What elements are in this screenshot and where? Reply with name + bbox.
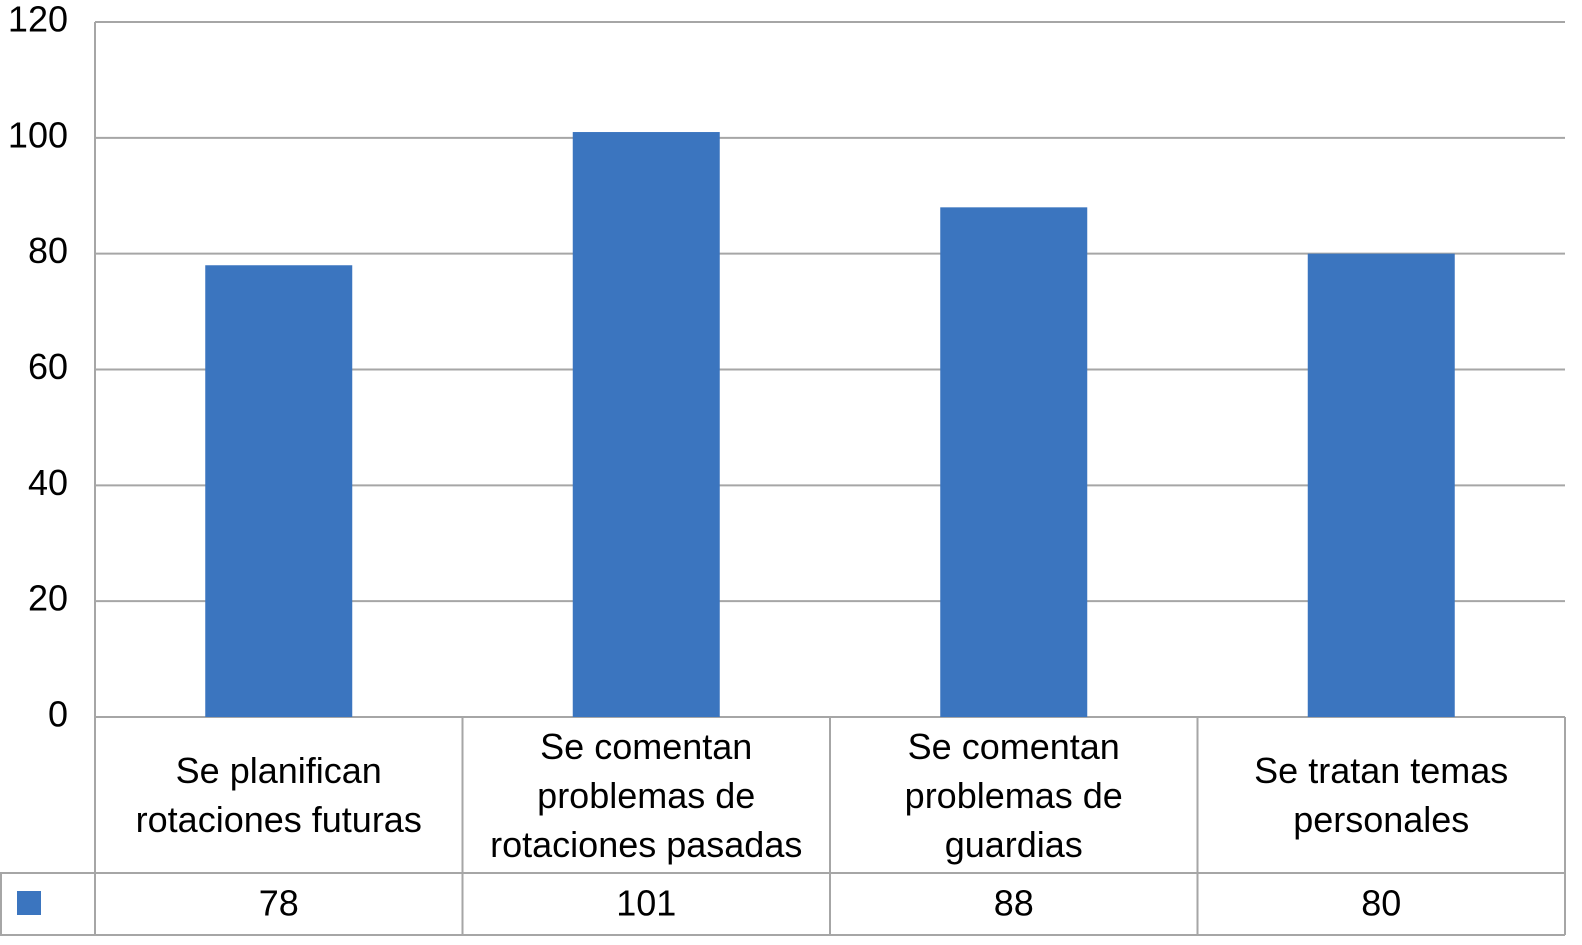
bar	[572, 132, 720, 717]
y-tick-label: 100	[8, 114, 68, 155]
bar	[940, 207, 1088, 718]
y-tick-label: 20	[28, 578, 68, 619]
y-tick-label: 80	[28, 230, 68, 271]
y-tick-label: 40	[28, 462, 68, 503]
x-tick-label: Se comentan problemas de guardias	[904, 725, 1123, 865]
table-value: 101	[616, 883, 676, 924]
y-tick-label: 120	[8, 0, 68, 40]
table-value: 78	[259, 883, 299, 924]
x-tick-label: Se planifican rotaciones futuras	[135, 750, 422, 840]
bar	[205, 265, 353, 717]
y-tick-label: 60	[28, 346, 68, 387]
bar	[1307, 253, 1455, 717]
y-tick-label: 0	[48, 694, 68, 735]
legend-key	[17, 891, 41, 915]
table-value: 88	[994, 883, 1034, 924]
table-value: 80	[1361, 883, 1401, 924]
x-tick-label: Se tratan temas personales	[1254, 750, 1509, 840]
x-tick-label: Se comentan problemas de rotaciones pasa…	[490, 725, 803, 865]
